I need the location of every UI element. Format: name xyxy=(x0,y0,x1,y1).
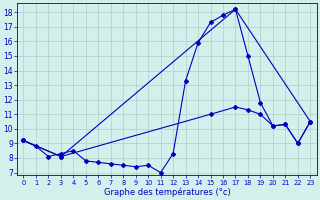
X-axis label: Graphe des températures (°c): Graphe des températures (°c) xyxy=(104,187,230,197)
